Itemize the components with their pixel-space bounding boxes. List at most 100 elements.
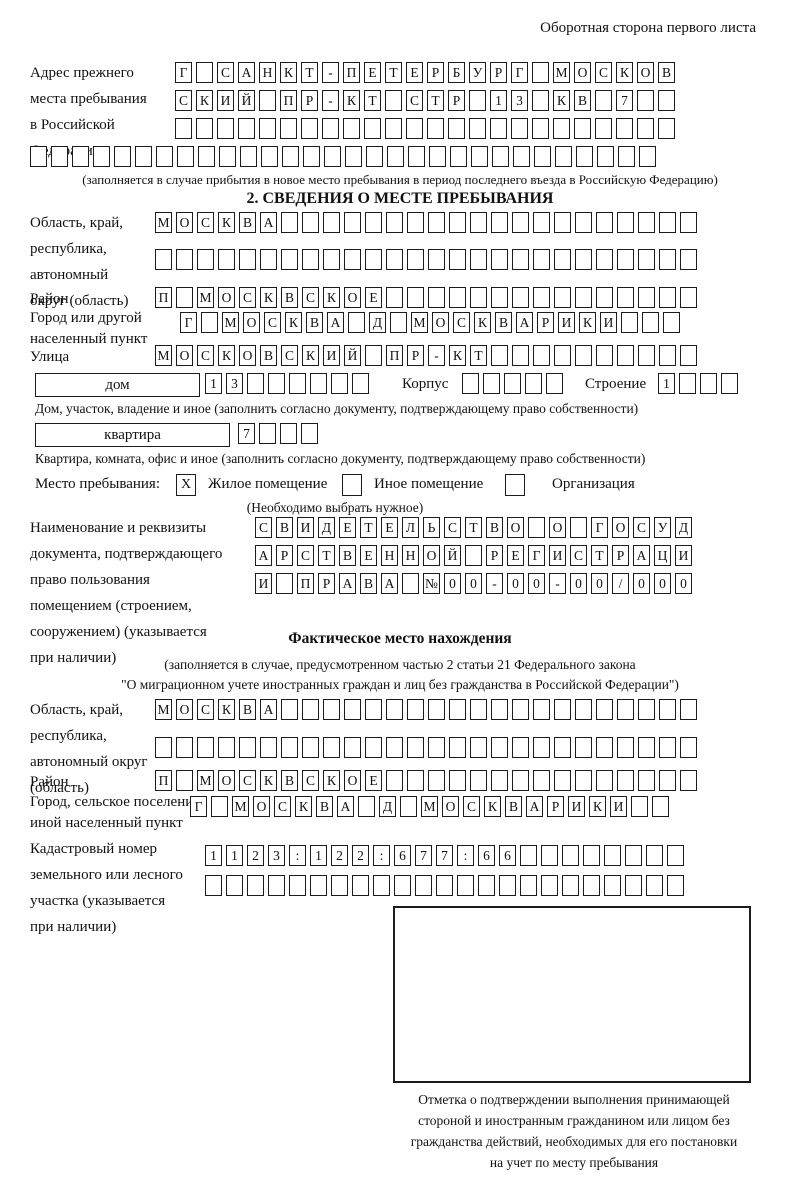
char-box[interactable] [553, 118, 570, 139]
char-box[interactable]: К [302, 345, 319, 366]
char-box[interactable]: О [176, 212, 193, 233]
char-box[interactable]: Р [318, 573, 335, 594]
char-box[interactable] [428, 699, 445, 720]
char-box[interactable]: 6 [394, 845, 411, 866]
char-box[interactable] [469, 90, 486, 111]
char-box[interactable]: В [306, 312, 323, 333]
char-box[interactable] [386, 699, 403, 720]
char-box[interactable]: К [295, 796, 312, 817]
char-box[interactable]: 1 [310, 845, 327, 866]
char-box[interactable] [470, 737, 487, 758]
char-box[interactable] [449, 737, 466, 758]
char-box[interactable]: О [549, 517, 566, 538]
char-box[interactable] [659, 345, 676, 366]
char-box[interactable]: Т [364, 90, 381, 111]
char-box[interactable] [201, 312, 218, 333]
char-box[interactable]: И [675, 545, 692, 566]
char-box[interactable] [247, 373, 264, 394]
char-box[interactable] [93, 146, 110, 167]
char-box[interactable]: П [386, 345, 403, 366]
char-box[interactable]: М [197, 770, 214, 791]
char-box[interactable] [448, 118, 465, 139]
char-box[interactable]: Е [381, 517, 398, 538]
char-box[interactable] [541, 875, 558, 896]
char-box[interactable]: 6 [478, 845, 495, 866]
char-box[interactable]: № [423, 573, 440, 594]
char-box[interactable]: К [218, 345, 235, 366]
char-box[interactable] [387, 146, 404, 167]
char-box[interactable]: Р [612, 545, 629, 566]
char-box[interactable]: 2 [352, 845, 369, 866]
char-box[interactable] [680, 737, 697, 758]
char-box[interactable] [428, 737, 445, 758]
char-box[interactable] [638, 770, 655, 791]
char-box[interactable] [680, 287, 697, 308]
char-box[interactable] [575, 699, 592, 720]
char-box[interactable]: С [239, 770, 256, 791]
char-box[interactable]: 7 [415, 845, 432, 866]
char-box[interactable] [366, 146, 383, 167]
char-box[interactable] [176, 770, 193, 791]
char-box[interactable] [659, 770, 676, 791]
char-box[interactable]: Г [528, 545, 545, 566]
char-box[interactable]: Г [180, 312, 197, 333]
organization-checkbox[interactable] [505, 474, 525, 496]
char-box[interactable]: : [373, 845, 390, 866]
char-box[interactable]: 3 [511, 90, 528, 111]
char-box[interactable]: С [197, 699, 214, 720]
char-box[interactable] [667, 845, 684, 866]
char-box[interactable] [520, 845, 537, 866]
char-box[interactable] [260, 249, 277, 270]
char-box[interactable]: К [484, 796, 501, 817]
char-box[interactable] [512, 699, 529, 720]
char-box[interactable]: Р [486, 545, 503, 566]
char-box[interactable]: М [232, 796, 249, 817]
char-box[interactable]: О [637, 62, 654, 83]
char-box[interactable] [491, 737, 508, 758]
char-box[interactable]: 7 [238, 423, 255, 444]
char-box[interactable]: Ц [654, 545, 671, 566]
char-box[interactable] [385, 118, 402, 139]
char-box[interactable] [533, 287, 550, 308]
char-box[interactable] [177, 146, 194, 167]
char-box[interactable] [428, 287, 445, 308]
char-box[interactable]: К [260, 770, 277, 791]
char-box[interactable] [427, 118, 444, 139]
char-box[interactable] [491, 699, 508, 720]
char-box[interactable] [532, 118, 549, 139]
char-box[interactable] [281, 249, 298, 270]
char-box[interactable] [658, 118, 675, 139]
char-box[interactable]: К [323, 770, 340, 791]
char-box[interactable]: О [432, 312, 449, 333]
char-box[interactable] [280, 423, 297, 444]
char-box[interactable] [575, 249, 592, 270]
char-box[interactable]: С [406, 90, 423, 111]
char-box[interactable]: И [600, 312, 617, 333]
char-box[interactable]: М [197, 287, 214, 308]
char-box[interactable]: 7 [616, 90, 633, 111]
char-box[interactable]: У [654, 517, 671, 538]
char-box[interactable] [512, 770, 529, 791]
char-box[interactable] [546, 373, 563, 394]
char-box[interactable]: О [344, 770, 361, 791]
char-box[interactable]: С [239, 287, 256, 308]
char-box[interactable]: Н [381, 545, 398, 566]
char-box[interactable] [259, 90, 276, 111]
char-box[interactable] [596, 345, 613, 366]
char-box[interactable] [261, 146, 278, 167]
char-box[interactable]: Р [547, 796, 564, 817]
char-box[interactable] [575, 737, 592, 758]
char-box[interactable] [324, 146, 341, 167]
char-box[interactable]: С [444, 517, 461, 538]
char-box[interactable]: С [175, 90, 192, 111]
char-box[interactable] [541, 845, 558, 866]
char-box[interactable] [597, 146, 614, 167]
char-box[interactable]: К [196, 90, 213, 111]
char-box[interactable] [574, 118, 591, 139]
other-premises-checkbox[interactable] [342, 474, 362, 496]
char-box[interactable] [575, 770, 592, 791]
char-box[interactable]: Р [537, 312, 554, 333]
char-box[interactable]: О [442, 796, 459, 817]
char-box[interactable] [400, 796, 417, 817]
char-box[interactable]: 1 [490, 90, 507, 111]
